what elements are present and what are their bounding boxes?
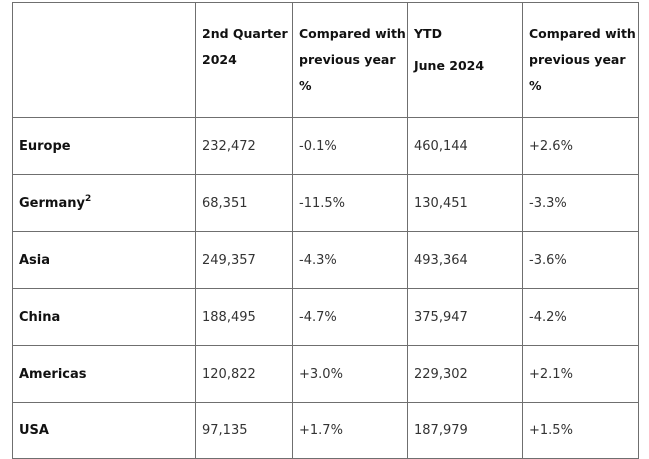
cell-q2-change: -0.1% — [292, 117, 408, 175]
region-label: China — [19, 309, 61, 325]
cell-q2-change: +1.7% — [292, 402, 408, 459]
cell-ytd: 187,979 — [407, 402, 523, 459]
cell-q2-change: -11.5% — [292, 174, 408, 232]
cell-ytd: 375,947 — [407, 288, 523, 346]
cell-q2: 188,495 — [195, 288, 293, 346]
header-q2-change: Compared with previous year % — [292, 2, 408, 118]
cell-q2: 120,822 — [195, 345, 293, 403]
header-ytd: YTD June 2024 — [407, 2, 523, 118]
header-ytd-change: Compared with previous year % — [522, 2, 639, 118]
table-row: Americas 120,822 +3.0% 229,302 +2.1% — [12, 345, 639, 403]
cell-ytd: 130,451 — [407, 174, 523, 232]
cell-ytd: 460,144 — [407, 117, 523, 175]
cell-region: Asia — [12, 231, 196, 289]
cell-region: USA — [12, 402, 196, 459]
table-row: Asia 249,357 -4.3% 493,364 -3.6% — [12, 231, 639, 289]
cell-q2-change: -4.3% — [292, 231, 408, 289]
cell-region: Americas — [12, 345, 196, 403]
table-row: Europe 232,472 -0.1% 460,144 +2.6% — [12, 117, 639, 175]
table-row: USA 97,135 +1.7% 187,979 +1.5% — [12, 402, 639, 459]
cell-q2: 68,351 — [195, 174, 293, 232]
cell-ytd-change: +2.1% — [522, 345, 639, 403]
header-q2: 2nd Quarter 2024 — [195, 2, 293, 118]
region-label: Europe — [19, 138, 71, 154]
cell-ytd-change: -3.3% — [522, 174, 639, 232]
region-label: USA — [19, 423, 49, 438]
header-ytd-label: YTD — [414, 26, 442, 41]
cell-q2-change: -4.7% — [292, 288, 408, 346]
table-row: China 188,495 -4.7% 375,947 -4.2% — [12, 288, 639, 346]
cell-ytd-change: -3.6% — [522, 231, 639, 289]
cell-region: Germany2 — [12, 174, 196, 232]
cell-region: China — [12, 288, 196, 346]
cell-region: Europe — [12, 117, 196, 175]
region-label: Germany — [19, 195, 85, 211]
cell-q2: 97,135 — [195, 402, 293, 459]
cell-ytd-change: +2.6% — [522, 117, 639, 175]
table-row: Germany2 68,351 -11.5% 130,451 -3.3% — [12, 174, 639, 232]
cell-q2-change: +3.0% — [292, 345, 408, 403]
table-header-row: 2nd Quarter 2024 Compared with previous … — [12, 2, 639, 118]
cell-ytd: 229,302 — [407, 345, 523, 403]
cell-ytd: 493,364 — [407, 231, 523, 289]
cell-q2: 232,472 — [195, 117, 293, 175]
cell-ytd-change: +1.5% — [522, 402, 639, 459]
cell-ytd-change: -4.2% — [522, 288, 639, 346]
header-ytd-period: June 2024 — [414, 58, 485, 73]
region-label: Americas — [19, 366, 87, 382]
cell-q2: 249,357 — [195, 231, 293, 289]
region-label: Asia — [19, 252, 51, 268]
footnote-marker: 2 — [84, 193, 92, 204]
header-region — [12, 2, 196, 118]
sales-table: 2nd Quarter 2024 Compared with previous … — [12, 2, 639, 459]
